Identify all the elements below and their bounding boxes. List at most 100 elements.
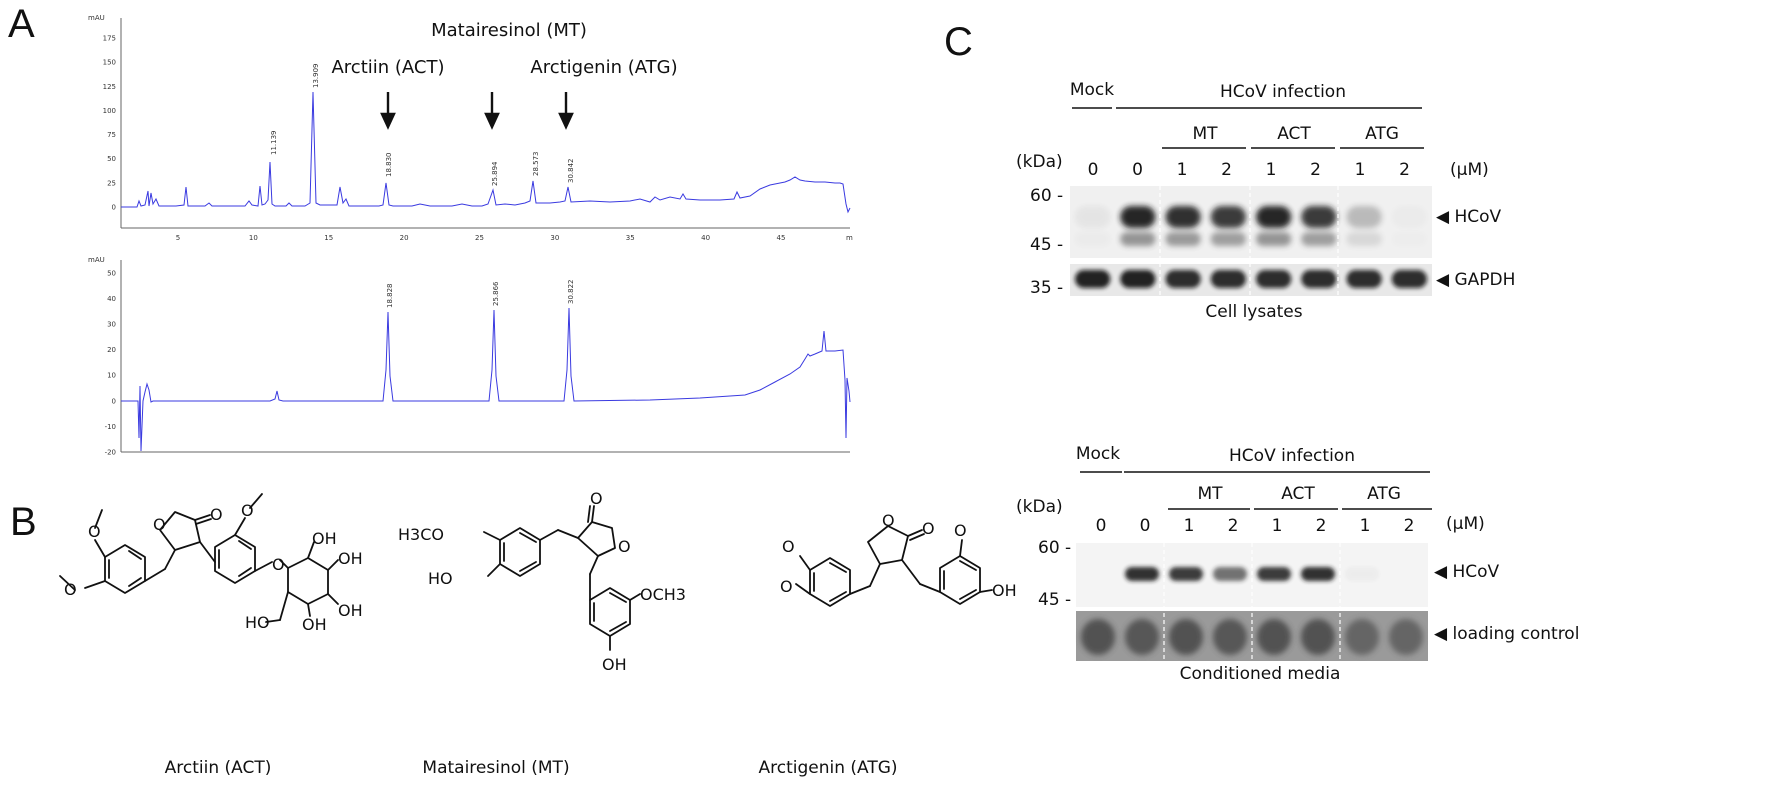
hcov-band [1120,206,1156,228]
loading-band [1213,619,1247,655]
bottom-unit-label: mAU [88,256,105,264]
loading-band [1345,619,1379,655]
atom-label: O [882,511,895,530]
band-label-hcov: ◀ HCoV [1434,562,1500,582]
dose-label: 2 [1227,516,1239,536]
chromatogram-top: 0 25 50 75 100 125 150 175 5 10 15 20 25 30 35 40 45 mA… [0,0,900,250]
group-label-atg: ATG [1367,484,1401,504]
x-tick-label: 20 [400,234,409,242]
y-tick-label: 100 [103,107,116,115]
peak-label: 30.822 [567,280,575,305]
dose-label: 1 [1271,516,1283,536]
compound-name-matairesinol: Matairesinol (MT) [422,758,570,778]
loading-band [1125,619,1159,655]
peak-label: 30.842 [567,159,575,184]
dose-label: 2 [1221,160,1232,180]
y-tick-label: -20 [105,449,116,457]
dose-label: 0 [1087,160,1099,180]
y-tick-label: 75 [107,131,116,139]
band-label-hcov: ◀ HCoV [1436,207,1502,227]
hcov-band-lower [1392,232,1427,246]
dose-label: 0 [1095,516,1107,536]
y-tick-label: 150 [103,59,116,67]
peak-label: 13.909 [312,64,320,89]
peak-label: 18.830 [385,153,393,178]
gapdh-band [1120,270,1156,288]
marker-35: 35 - [1030,278,1064,298]
x-tick-label: 25 [475,234,484,242]
gapdh-band [1165,270,1201,288]
hcov-band [1301,567,1335,581]
peak-label: 18.828 [386,284,394,309]
hcov-band [1165,206,1201,228]
marker-60: 60 - [1030,186,1064,206]
hcov-band [1257,567,1291,581]
arrow-act [380,92,396,130]
group-label-act: ACT [1277,124,1311,144]
dose-label: 1 [1359,516,1371,536]
y-tick-label: -10 [105,423,116,431]
bottom-group-lines [1080,471,1432,510]
atom-label: OH [338,601,363,620]
atom-label: OCH3 [640,585,686,604]
atom-label: H3CO [398,525,444,544]
chromatogram-bottom-plot: -20 -10 0 10 20 30 40 50 mAU 18.828 25.866 30.8… [88,256,851,457]
dose-label: 0 [1139,516,1151,536]
x-tick-label: 35 [626,234,635,242]
group-label-mt: MT [1192,124,1218,144]
hcov-band-lower [1301,232,1337,246]
arrow-mt [484,92,500,130]
gapdh-band [1301,270,1337,288]
loading-band [1389,619,1423,655]
hcov-band-lower [1346,232,1382,246]
panel-label-c: C [944,20,973,64]
hcov-band-lower [1165,232,1201,246]
hcov-band [1301,206,1337,228]
infection-label: HCoV infection [1220,82,1346,102]
hcov-band-lower [1120,232,1156,246]
annot-act: Arctiin (ACT) [331,57,445,78]
group-label-mt: MT [1197,484,1223,504]
y-tick-label: 25 [107,179,116,187]
atom-label: O [954,521,967,540]
x-tick-label: 45 [777,234,786,242]
dose-label: 1 [1354,160,1366,180]
atom-label: OH [302,615,327,634]
dose-label: 1 [1265,160,1277,180]
atom-label: O [272,555,285,574]
gapdh-band [1210,270,1246,288]
y-tick-label: 40 [107,295,116,303]
panel-label-b: B [10,500,37,544]
loading-band [1081,619,1115,655]
structure-arctiin: O O O O O O OH OH OH HO OH [59,493,363,634]
x-tick-label: 30 [550,234,559,242]
dose-label: 1 [1183,516,1195,536]
x-tick-label: 40 [701,234,710,242]
peak-label: 11.139 [270,131,278,156]
group-label-atg: ATG [1365,124,1399,144]
gapdh-band [1346,270,1382,288]
atom-label: O [210,505,223,524]
y-tick-label: 0 [112,397,116,405]
atom-label: O [782,537,795,556]
chromatogram-bottom: -20 -10 0 10 20 30 40 50 mAU 18.828 25.866 30.8… [0,250,900,470]
kda-label: (kDa) [1016,497,1063,517]
dose-label: 2 [1403,516,1415,536]
atom-label: O [618,537,631,556]
band-label-loading-control: ◀ loading control [1434,624,1580,644]
marker-45: 45 - [1038,590,1072,610]
y-tick-label: 125 [103,83,116,91]
atom-label: OH [312,529,337,548]
mock-label: Mock [1075,444,1121,464]
annot-mt: Matairesinol (MT) [431,20,587,41]
x-tick-label: 10 [249,234,258,242]
caption-cell-lysates: Cell lysates [1205,302,1303,322]
loading-band [1169,619,1203,655]
loading-band [1301,619,1335,655]
hcov-band [1256,206,1292,228]
structure-arctigenin: O O O O O OH [780,511,1017,607]
hcov-band [1392,206,1427,228]
atom-label: HO [428,569,453,588]
gapdh-band [1075,270,1111,288]
